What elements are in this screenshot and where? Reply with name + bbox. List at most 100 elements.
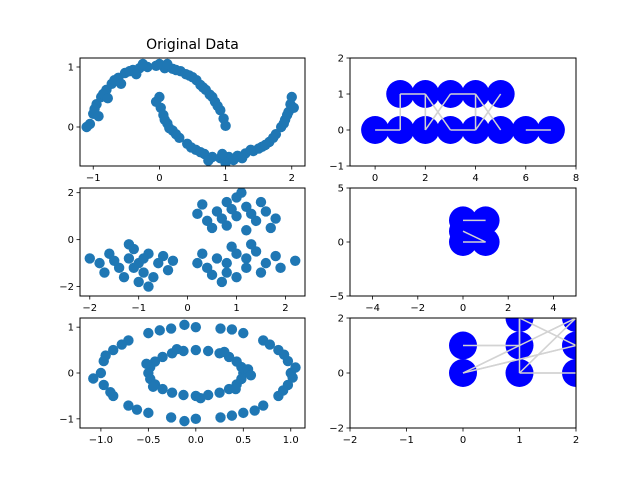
data-point xyxy=(264,339,276,350)
data-point xyxy=(290,362,301,373)
data-point xyxy=(236,153,248,164)
data-point xyxy=(231,272,242,283)
data-point xyxy=(238,407,249,419)
data-point xyxy=(138,267,149,278)
data-point xyxy=(245,208,257,220)
data-point xyxy=(268,132,279,143)
data-point xyxy=(270,213,281,224)
data-point xyxy=(150,96,162,108)
data-point xyxy=(128,262,140,274)
data-point xyxy=(157,250,169,262)
data-point xyxy=(290,255,301,266)
y-tick-label: 2 xyxy=(338,54,344,65)
data-point xyxy=(220,157,231,166)
data-point xyxy=(190,413,202,425)
data-point xyxy=(203,155,214,166)
data-point xyxy=(192,208,203,220)
plot-area xyxy=(361,80,565,144)
x-tick-label: 1 xyxy=(233,303,239,314)
data-point xyxy=(118,272,130,283)
data-point xyxy=(133,276,144,288)
data-point xyxy=(88,373,99,384)
data-point xyxy=(245,144,256,155)
graph-edge-overlay xyxy=(474,93,502,131)
x-tick-label: 6 xyxy=(523,173,529,184)
data-point xyxy=(249,405,260,416)
data-point xyxy=(197,199,208,210)
y-tick-label: 0 xyxy=(68,123,74,134)
data-point xyxy=(195,393,206,404)
x-tick-label: 0 xyxy=(372,173,378,184)
plot-area xyxy=(81,58,299,166)
x-tick-label: 4 xyxy=(472,173,478,184)
data-point xyxy=(123,400,134,411)
data-point xyxy=(287,372,298,383)
data-point xyxy=(123,239,135,250)
chart-title: Original Data xyxy=(146,37,239,53)
data-point xyxy=(93,111,104,122)
data-point xyxy=(260,257,272,269)
subplot-circles-scatter: −1.0 −0.5 0.0 0.5 1.0 −1 0 1 xyxy=(59,317,306,446)
x-tick-label: 8 xyxy=(573,173,579,184)
data-point xyxy=(286,91,297,103)
data-point xyxy=(207,91,218,103)
data-point xyxy=(270,250,281,262)
data-point xyxy=(94,257,105,269)
data-point xyxy=(211,253,223,264)
data-point xyxy=(99,267,110,278)
data-point xyxy=(245,370,257,381)
data-point xyxy=(162,264,174,276)
data-point xyxy=(178,389,189,401)
data-point xyxy=(195,147,206,158)
data-point xyxy=(170,129,182,140)
subplot-moons-graph: 0 2 4 6 8 −1 0 1 2 xyxy=(329,54,579,185)
graph-edge-overlay xyxy=(462,344,520,374)
data-point xyxy=(185,142,197,153)
data-point xyxy=(171,343,183,355)
data-point xyxy=(226,324,238,335)
data-point xyxy=(265,222,276,234)
subplot-moons-scatter: −1 0 1 2 0 1 xyxy=(68,57,306,184)
data-point xyxy=(166,387,178,398)
data-point xyxy=(215,412,226,423)
data-point xyxy=(115,78,127,90)
y-tick-label: 0 xyxy=(68,235,74,246)
graph-edge-overlay xyxy=(462,230,486,243)
data-point xyxy=(179,415,190,427)
data-point xyxy=(179,319,190,331)
data-point xyxy=(221,267,232,278)
x-tick-label: 0 xyxy=(184,303,190,314)
graph-edge-overlay xyxy=(462,344,576,374)
data-point xyxy=(206,269,218,281)
data-point xyxy=(277,385,289,396)
data-point xyxy=(159,114,170,126)
data-point xyxy=(245,239,257,250)
data-point xyxy=(141,358,152,370)
data-point xyxy=(123,253,135,264)
x-tick-label: 2 xyxy=(289,173,295,184)
x-tick-label: −1 xyxy=(131,303,146,314)
data-point xyxy=(192,257,203,269)
data-point xyxy=(157,383,168,395)
data-point xyxy=(228,154,239,166)
data-point xyxy=(95,367,107,379)
data-point xyxy=(148,272,159,283)
data-point xyxy=(255,267,267,278)
y-tick-label: 2 xyxy=(68,188,74,199)
data-point xyxy=(214,387,225,398)
data-point xyxy=(217,148,228,160)
x-tick-label: 1 xyxy=(516,435,522,446)
data-point xyxy=(236,188,247,198)
data-point xyxy=(226,203,237,215)
data-point xyxy=(241,225,252,236)
y-tick-label: 0 xyxy=(338,126,344,137)
data-point xyxy=(260,139,271,151)
x-tick-label: 1.0 xyxy=(283,435,299,446)
data-point xyxy=(98,379,109,391)
x-tick-label: 0 xyxy=(156,173,162,184)
x-tick-label: 2 xyxy=(422,173,428,184)
data-point xyxy=(102,93,113,104)
y-tick-label: −1 xyxy=(59,414,74,425)
x-tick-label: 0 xyxy=(460,303,466,314)
x-tick-label: −1 xyxy=(399,435,414,446)
